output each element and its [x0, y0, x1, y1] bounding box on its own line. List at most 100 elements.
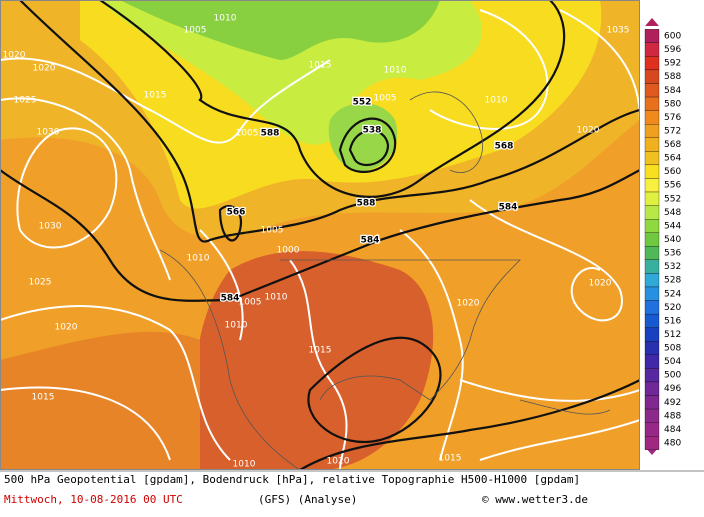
- contour-label: 1020: [589, 279, 612, 289]
- coastlines: [159, 91, 611, 470]
- contour-label: 1010: [485, 96, 508, 106]
- legend-swatch: [644, 327, 660, 342]
- legend-label: 600: [664, 32, 681, 42]
- contour-label: 1015: [439, 454, 462, 464]
- legend-swatch: [644, 300, 660, 315]
- contour-label: 1000: [277, 246, 300, 256]
- contour-label: 1015: [144, 91, 167, 101]
- legend-swatch: [644, 341, 660, 355]
- contour-label: 588: [261, 129, 280, 139]
- legend-label: 480: [664, 439, 681, 449]
- contour-label: 584: [221, 294, 240, 304]
- contour-label: 1005: [374, 94, 397, 104]
- legend-label: 508: [664, 344, 681, 354]
- legend-swatch: [644, 83, 660, 98]
- legend-swatch: [644, 246, 660, 261]
- legend-swatch: [644, 354, 660, 369]
- field: [194, 251, 434, 470]
- field: [0, 331, 200, 470]
- contour-label: 1010: [233, 460, 256, 470]
- legend-swatch: [644, 381, 660, 396]
- legend-swatch: [644, 164, 660, 179]
- contour-label: 1020: [55, 323, 78, 333]
- contour-label: 1030: [39, 222, 62, 232]
- legend-label: 516: [664, 316, 681, 326]
- contour-label: 1010: [214, 14, 237, 24]
- legend-swatch: [644, 56, 660, 71]
- legend-swatch: [644, 395, 660, 410]
- legend-swatch: [644, 408, 660, 423]
- legend-label: 572: [664, 126, 681, 136]
- contour-label: 1015: [309, 346, 332, 356]
- legend-label: 560: [664, 167, 681, 177]
- footer-copyright: © www.wetter3.de: [482, 493, 588, 506]
- legend-label: 536: [664, 249, 681, 259]
- legend-label: 520: [664, 303, 681, 313]
- legend-label: 528: [664, 276, 681, 286]
- contour-label: 1020: [457, 299, 480, 309]
- contour-label: 584: [361, 236, 380, 246]
- legend-label: 504: [664, 357, 681, 367]
- legend-swatch: [644, 368, 660, 383]
- legend-swatch: [644, 259, 660, 274]
- legend-swatch: [644, 205, 660, 220]
- contour-label: 568: [495, 142, 514, 152]
- contour-label: 1020: [327, 457, 350, 467]
- legend-swatch: [644, 313, 660, 328]
- legend-label: 492: [664, 398, 681, 408]
- geopotential-lines: [0, 0, 640, 470]
- contour-label: 538: [363, 126, 382, 136]
- footer-date: Mittwoch, 10-08-2016 00 UTC: [4, 493, 183, 506]
- contour-label: 1015: [309, 61, 332, 71]
- legend-label: 552: [664, 194, 681, 204]
- contour-label: 1025: [29, 278, 52, 288]
- contour-label: 1010: [187, 254, 210, 264]
- legend-label: 596: [664, 45, 681, 55]
- legend-swatch: [644, 422, 660, 437]
- legend-swatch: [644, 69, 660, 84]
- contour-label: 1005: [236, 129, 259, 139]
- contour-label: 1030: [37, 128, 60, 138]
- legend-label: 540: [664, 235, 681, 245]
- legend-swatch: [644, 232, 660, 247]
- contour-label: 1020: [33, 64, 56, 74]
- contour-label: 1005: [261, 226, 284, 236]
- legend-swatch: [644, 137, 660, 152]
- contour-label: 1020: [577, 126, 600, 136]
- legend-label: 556: [664, 181, 681, 191]
- legend-swatch: [644, 178, 660, 193]
- legend-label: 548: [664, 208, 681, 218]
- legend-label: 532: [664, 262, 681, 272]
- isobars: [0, 9, 640, 470]
- legend-label: 592: [664, 59, 681, 69]
- legend-swatch: [644, 110, 660, 125]
- legend-label: 544: [664, 221, 681, 231]
- contour-label: 1010: [384, 66, 407, 76]
- legend-label: 564: [664, 154, 681, 164]
- contour-label: 1035: [607, 26, 630, 36]
- legend-swatch: [644, 96, 660, 111]
- legend-swatch: [644, 42, 660, 57]
- legend-label: 496: [664, 384, 681, 394]
- legend-swatch: [644, 191, 660, 206]
- contour-label: 584: [499, 203, 518, 213]
- legend-swatch: [644, 273, 660, 288]
- legend-swatch: [644, 151, 660, 166]
- legend-label: 588: [664, 72, 681, 82]
- contour-label: 1015: [32, 393, 55, 403]
- legend-label: 484: [664, 425, 681, 435]
- legend-swatch: [644, 29, 660, 43]
- footer-model: (GFS) (Analyse): [258, 493, 357, 506]
- contour-label: 1005: [184, 26, 207, 36]
- contour-label: 552: [353, 98, 372, 108]
- legend-swatch: [644, 124, 660, 138]
- legend-swatch: [644, 218, 660, 233]
- legend-swatch: [644, 436, 660, 450]
- legend-label: 488: [664, 411, 681, 421]
- legend-label: 580: [664, 99, 681, 109]
- footer-description: 500 hPa Geopotential [gpdam], Bodendruck…: [4, 473, 580, 486]
- legend-arrow-top: [645, 18, 659, 26]
- contour-label: 1010: [225, 321, 248, 331]
